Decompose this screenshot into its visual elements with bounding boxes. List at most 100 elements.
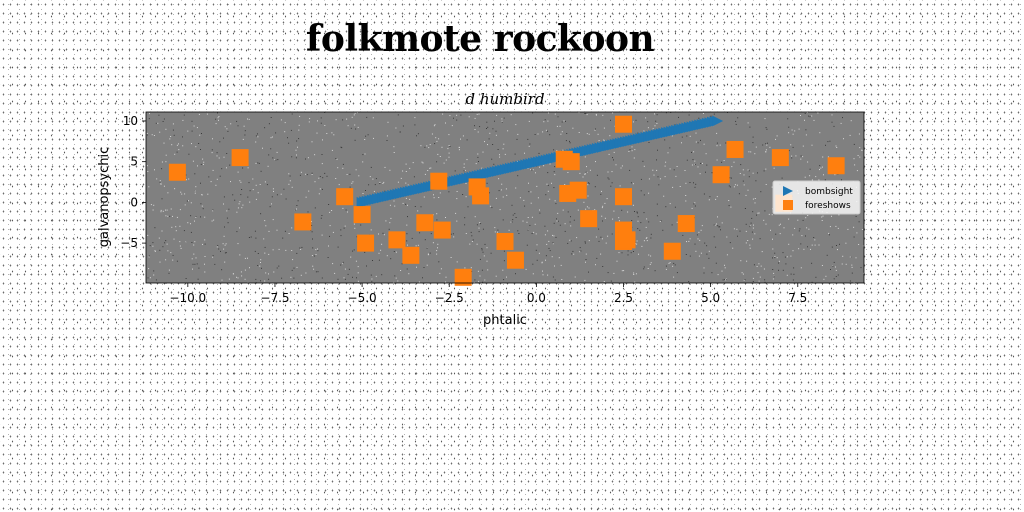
plot-noise-dot <box>182 136 183 138</box>
plot-noise-dot <box>771 186 773 188</box>
plot-noise-dot <box>409 167 411 169</box>
plot-noise-dot <box>551 256 553 258</box>
plot-noise-dot <box>577 209 579 211</box>
plot-noise-dot <box>382 232 384 234</box>
plot-noise-dot <box>748 176 750 178</box>
plot-noise-dot <box>503 279 505 281</box>
plot-noise-dot <box>158 237 160 239</box>
plot-noise-dot <box>737 235 738 237</box>
plot-noise-dot <box>772 269 774 270</box>
plot-noise-dot <box>840 122 842 124</box>
plot-noise-dot <box>565 140 567 142</box>
plot-noise-dot <box>260 280 261 282</box>
plot-noise-dot <box>227 130 229 132</box>
plot-noise-dot <box>405 182 407 184</box>
plot-noise-dot <box>602 205 604 207</box>
plot-noise-dot <box>804 176 806 178</box>
plot-noise-dot <box>362 193 364 194</box>
plot-noise-dot <box>146 134 148 136</box>
plot-noise-dot <box>820 167 822 169</box>
plot-noise-dot <box>601 215 603 217</box>
plot-noise-dot <box>584 156 586 158</box>
plot-noise-dot <box>413 176 415 178</box>
plot-noise-dot <box>836 147 838 148</box>
plot-noise-dot <box>499 209 501 211</box>
plot-noise-dot <box>257 253 259 254</box>
plot-noise-dot <box>609 135 611 137</box>
plot-noise-dot <box>351 116 353 118</box>
plot-noise-dot <box>735 123 737 125</box>
plot-noise-dot <box>273 190 274 192</box>
plot-noise-dot <box>728 200 730 201</box>
plot-noise-dot <box>290 129 292 131</box>
plot-noise-dot <box>165 259 167 261</box>
plot-noise-dot <box>828 234 830 236</box>
plot-noise-dot <box>698 117 700 119</box>
plot-noise-dot <box>654 125 656 127</box>
plot-noise-dot <box>795 155 797 157</box>
plot-noise-dot <box>603 139 605 141</box>
plot-noise-dot <box>299 115 301 117</box>
plot-noise-dot <box>433 125 435 127</box>
chart-subtitle: d humbird <box>465 90 544 108</box>
plot-noise-dot <box>531 169 533 171</box>
plot-noise-dot <box>853 143 855 145</box>
plot-noise-dot <box>285 198 287 200</box>
plot-noise-dot <box>821 220 823 221</box>
plot-noise-dot <box>842 117 843 119</box>
plot-noise-dot <box>195 257 197 259</box>
plot-noise-dot <box>440 268 442 270</box>
plot-noise-dot <box>849 280 851 282</box>
y-tick-label: 5 <box>130 155 138 169</box>
plot-noise-dot <box>178 143 179 145</box>
plot-noise-dot <box>465 233 467 234</box>
plot-noise-dot <box>814 244 816 246</box>
plot-noise-dot <box>763 219 765 221</box>
plot-noise-dot <box>335 178 337 179</box>
x-tick-label: 7.5 <box>788 291 807 305</box>
plot-noise-dot <box>827 141 829 143</box>
plot-noise-dot <box>347 125 349 127</box>
plot-noise-dot <box>798 128 800 130</box>
plot-noise-dot <box>507 130 509 132</box>
plot-noise-dot <box>534 223 536 225</box>
plot-noise-dot <box>567 172 569 173</box>
plot-noise-dot <box>646 237 648 239</box>
plot-noise-dot <box>586 206 588 208</box>
plot-noise-dot <box>146 165 148 167</box>
plot-noise-dot <box>448 134 450 136</box>
plot-noise-dot <box>706 245 708 247</box>
plot-noise-dot <box>406 240 408 242</box>
plot-noise-dot <box>161 198 163 200</box>
plot-noise-dot <box>407 204 408 206</box>
plot-noise-dot <box>148 256 150 258</box>
plot-noise-dot <box>417 133 419 135</box>
plot-noise-dot <box>163 185 165 187</box>
plot-noise-dot <box>176 144 178 146</box>
plot-noise-dot <box>319 176 321 177</box>
plot-noise-dot <box>637 228 639 230</box>
plot-noise-dot <box>456 119 458 121</box>
plot-noise-dot <box>703 267 705 269</box>
plot-noise-dot <box>636 240 638 242</box>
plot-noise-dot <box>317 250 319 252</box>
plot-noise-dot <box>160 182 162 184</box>
plot-noise-dot <box>601 238 603 240</box>
plot-noise-dot <box>621 209 623 211</box>
plot-noise-dot <box>643 212 645 214</box>
plot-noise-dot <box>171 144 173 146</box>
plot-noise-dot <box>561 121 563 123</box>
plot-noise-dot <box>548 240 550 242</box>
plot-noise-dot <box>648 254 650 256</box>
plot-noise-dot <box>174 153 176 155</box>
plot-noise-dot <box>393 281 395 283</box>
plot-noise-dot <box>752 211 754 213</box>
plot-noise-dot <box>616 260 618 262</box>
x-tick-label: 5.0 <box>701 291 720 305</box>
plot-noise-dot <box>430 167 432 169</box>
plot-noise-dot <box>700 252 702 254</box>
plot-noise-dot <box>851 272 853 274</box>
plot-noise-dot <box>407 244 408 246</box>
plot-noise-dot <box>478 231 480 233</box>
plot-noise-dot <box>714 224 716 226</box>
